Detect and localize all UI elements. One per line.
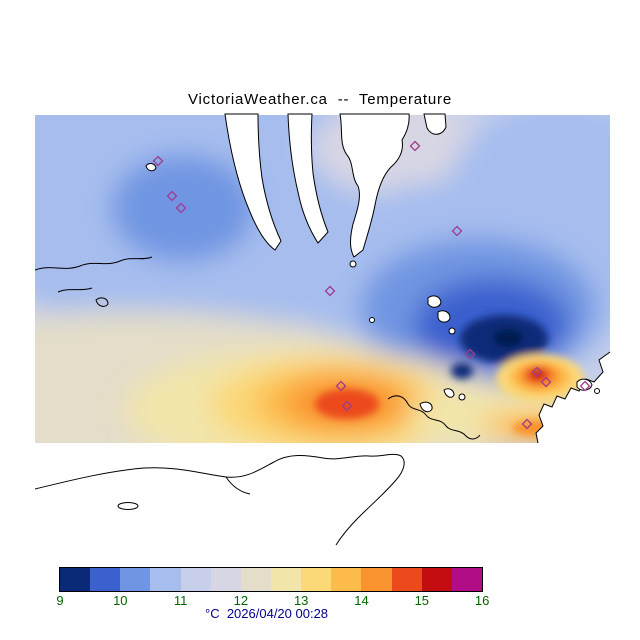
temperature-blob [111,154,255,262]
temperature-blob [493,329,523,347]
harbour-islet-2 [443,388,455,398]
station-marker-icon [540,376,552,388]
colorbar-cell [451,568,482,591]
colorbar-cell [90,568,121,591]
temperature-blob [512,420,556,436]
station-marker-icon [464,348,476,360]
coastline-south [34,453,405,546]
station-marker-icon [531,366,543,378]
colorbar-cell [270,568,302,591]
station-marker-icon [521,418,533,430]
land-inlet-east [287,113,329,244]
station-marker-icon [166,190,178,202]
colorbar-cell [60,568,91,591]
coastline-west-loop [95,297,109,307]
colorbar-cell [120,568,151,591]
colorbar-cell [150,568,181,591]
colorbar-cell [421,568,452,591]
temperature-map-svg [34,113,611,546]
colorbar-cell [391,568,422,591]
coastline-south-spur [225,476,251,495]
island-mid-1 [427,295,442,308]
temperature-blob [451,363,473,379]
land-patch-ne [423,113,447,135]
colorbar-tick-label: 16 [474,593,490,608]
island-e-2 [594,388,600,394]
coastline-harbour [387,395,481,440]
station-marker-icon [579,380,591,392]
units-line: °C 2026/04/20 00:28 [205,606,328,621]
island-mid-4 [369,317,375,323]
station-marker-icon [451,225,463,237]
colorbar-tick-label: 12 [233,593,249,608]
colorbar-cell [331,568,362,591]
coastline-west [34,256,153,271]
station-markers [152,140,591,430]
station-marker-icon [152,155,164,167]
land-inlet-west [224,113,282,251]
colorbar-cell [180,568,211,591]
island-nw [145,163,157,172]
colorbar-tick-label: 9 [56,593,64,608]
station-marker-icon [175,202,187,214]
harbour-islet-1 [419,401,433,413]
temperature-blob [315,389,379,419]
colorbar-tick-label: 13 [293,593,309,608]
timestamp: 2026/04/20 00:28 [226,606,329,621]
island-inlet-mouth [349,260,357,268]
colorbar-tick-label: 15 [414,593,430,608]
colorbar-cell [361,568,392,591]
island-mid-3 [448,327,456,335]
station-marker-icon [324,285,336,297]
colorbar-cell [240,568,271,591]
lake-south [117,502,139,510]
station-marker-icon [341,400,353,412]
harbour-islet-3 [458,393,466,401]
units-label: °C [205,606,220,621]
colorbar-cell [210,568,241,591]
map-title: VictoriaWeather.ca -- Temperature [188,91,452,108]
coastlines [34,113,611,546]
colorbar-tick-label: 11 [173,593,188,608]
colorbar-tick-label: 10 [113,593,128,608]
colorbar-tick-labels: 9 10 11 12 13 14 15 16 [56,593,489,609]
station-marker-icon [335,380,347,392]
land-peninsula-ne [339,113,410,258]
coastline-west-2 [57,287,93,293]
island-e-1 [576,378,593,391]
island-mid-2 [437,310,451,323]
colorbar [59,567,483,592]
colorbar-cell [301,568,332,591]
temperature-field [35,115,610,443]
station-marker-icon [409,140,421,152]
colorbar-tick-label: 14 [354,593,369,608]
coastline-se-edge [535,351,611,444]
